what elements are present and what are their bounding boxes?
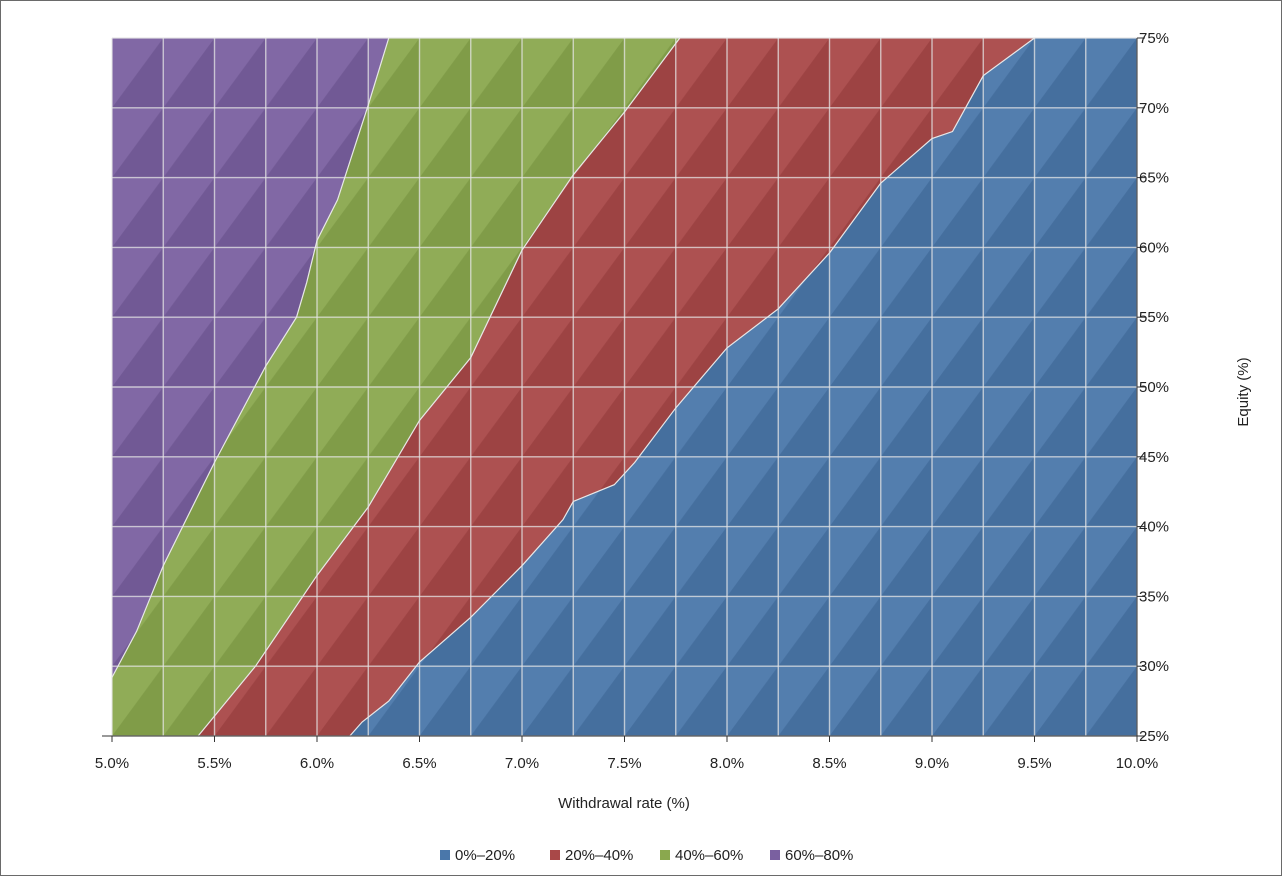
y-tick-label: 40% (1139, 519, 1169, 536)
x-tick-label: 8.0% (710, 755, 744, 772)
y-axis-title: Equity (%) (1235, 357, 1252, 426)
x-tick-label: 10.0% (1116, 755, 1159, 772)
contour-boundaries (111, 37, 1035, 737)
x-tick-label: 6.0% (300, 755, 334, 772)
x-tick-label: 9.5% (1017, 755, 1051, 772)
x-tick-label: 5.0% (95, 755, 129, 772)
x-axis-title: Withdrawal rate (%) (558, 795, 690, 812)
y-tick-label: 25% (1139, 728, 1169, 745)
legend-swatch (770, 850, 780, 860)
legend-label: 60%–80% (785, 847, 853, 864)
legend: 0%–20% 20%–40% 40%–60% 60%–80% (440, 847, 853, 864)
legend-swatch (550, 850, 560, 860)
y-tick-label: 75% (1139, 30, 1169, 47)
y-tick-label: 50% (1139, 379, 1169, 396)
legend-swatch (440, 850, 450, 860)
y-tick-label: 70% (1139, 100, 1169, 117)
gridlines (111, 37, 1138, 737)
y-tick-label: 35% (1139, 588, 1169, 605)
x-tick-label: 9.0% (915, 755, 949, 772)
legend-label: 0%–20% (455, 847, 515, 864)
contour-line-1 (197, 37, 681, 737)
legend-label: 40%–60% (675, 847, 743, 864)
x-tick-label: 7.0% (505, 755, 539, 772)
axes (102, 37, 1145, 742)
contour-line-0 (349, 37, 1035, 737)
y-tick-label: 30% (1139, 658, 1169, 675)
y-tick-label: 65% (1139, 170, 1169, 187)
x-tick-label: 7.5% (607, 755, 641, 772)
legend-swatch (660, 850, 670, 860)
y-tick-label: 55% (1139, 309, 1169, 326)
y-tick-label: 60% (1139, 239, 1169, 256)
y-tick-label: 45% (1139, 449, 1169, 466)
x-tick-labels: 5.0% 5.5% 6.0% 6.5% 7.0% 7.5% 8.0% 8.5% 9.0% 9.5%… (95, 755, 1158, 772)
y-tick-labels: 25% 30% 35% 40% 45% 50% 55% 60% 65% 70% 75% (1139, 30, 1169, 745)
x-tick-label: 6.5% (402, 755, 436, 772)
legend-label: 20%–40% (565, 847, 633, 864)
x-tick-label: 8.5% (812, 755, 846, 772)
contour-line-2 (111, 37, 390, 678)
x-tick-label: 5.5% (197, 755, 231, 772)
